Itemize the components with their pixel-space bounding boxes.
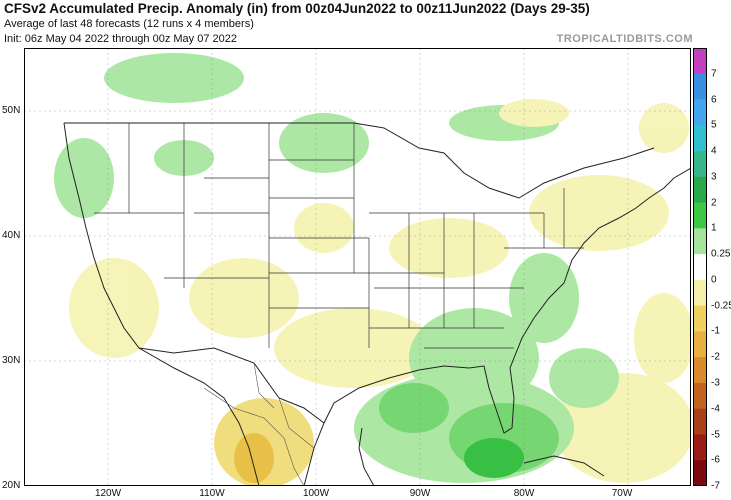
wet-area <box>279 113 369 173</box>
colorbar-tick-label: 4 <box>711 145 717 157</box>
chart-subtitle: Average of last 48 forecasts (12 runs x … <box>4 18 254 30</box>
dry-area <box>189 258 299 338</box>
colorbar-tick-label: -2 <box>711 351 720 363</box>
precip-anomaly-map <box>24 48 691 486</box>
colorbar-tick-label: 5 <box>711 119 717 131</box>
us-canada-border <box>64 122 655 199</box>
dry-area <box>234 433 274 483</box>
dry-area <box>274 308 434 388</box>
colorbar-tick-label: 0 <box>711 274 717 286</box>
colorbar-swatch <box>693 331 707 358</box>
colorbar-tick-label: -7 <box>711 480 720 492</box>
lon-label-100w: 100W <box>302 488 330 499</box>
lon-label-70w: 70W <box>611 488 633 499</box>
wet-area <box>509 253 579 343</box>
colorbar-tick-label: -1 <box>711 325 720 337</box>
colorbar-tick-label: -5 <box>711 429 720 440</box>
colorbar-swatch <box>693 151 707 178</box>
graticule <box>24 48 691 486</box>
colorbar-swatch <box>693 125 707 152</box>
wet-area <box>54 138 114 218</box>
colorbar-swatch <box>693 254 707 281</box>
colorbar-tick-label: 2 <box>711 197 717 209</box>
colorbar-tick-label: 1 <box>711 222 717 234</box>
lon-label-110w: 110W <box>199 488 225 499</box>
cuba <box>523 455 605 477</box>
lat-label-50n: 50N <box>2 105 21 116</box>
lat-label-30n: 30N <box>2 355 21 366</box>
colorbar-swatch <box>693 382 707 410</box>
colorbar-tick-label: 7 <box>711 68 717 80</box>
wet-area <box>104 53 244 103</box>
chart-title: CFSv2 Accumulated Precip. Anomaly (in) f… <box>4 1 590 16</box>
gulf-east-coast <box>303 167 691 486</box>
colorbar-swatch <box>693 176 707 204</box>
lat-label-40n: 40N <box>2 230 21 241</box>
dry-area <box>634 293 691 383</box>
dry-area <box>389 218 509 278</box>
colorbar-swatch <box>693 279 707 307</box>
lon-label-120w: 120W <box>94 488 122 499</box>
colorbar-swatch <box>693 305 707 332</box>
colorbar-swatch <box>693 408 707 435</box>
colorbar-tick-label: 6 <box>711 94 717 105</box>
wet-area <box>379 383 449 433</box>
lon-label-90w: 90W <box>409 488 431 499</box>
mexico-state-lines <box>203 362 315 486</box>
lat-label-20n: 20N <box>2 480 21 491</box>
colorbar-swatch <box>693 73 707 101</box>
colorbar-tick-label: -6 <box>711 454 720 466</box>
west-coast <box>63 122 260 486</box>
colorbar-tick-label: -3 <box>711 377 720 389</box>
dry-area <box>294 203 354 253</box>
lon-label-80w: 80W <box>513 488 535 499</box>
dry-area <box>529 175 669 251</box>
map-frame <box>24 48 691 486</box>
colorbar-swatch <box>693 460 707 486</box>
yucatan <box>358 427 375 486</box>
dry-area <box>499 99 569 127</box>
dry-area <box>639 103 689 153</box>
colorbar-frame <box>693 48 707 486</box>
colorbar-swatch <box>693 357 707 384</box>
colorbar-swatch <box>693 99 707 126</box>
colorbar-swatch <box>693 228 707 255</box>
colorbar-swatch <box>693 48 707 75</box>
coastlines <box>63 122 691 486</box>
wet-area <box>464 438 524 478</box>
colorbar-tick-label: -0.25 <box>711 300 731 312</box>
state-lines <box>94 123 584 349</box>
colorbar-swatch <box>693 202 707 229</box>
init-time-label: Init: 06z May 04 2022 through 00z May 07… <box>4 33 237 45</box>
colorbar-tick-label: -4 <box>711 403 720 415</box>
colorbar-swatch <box>693 434 707 461</box>
colorbar-tick-label: 0.25 <box>711 248 731 260</box>
colorbar <box>693 48 707 486</box>
colorbar-tick-label: 3 <box>711 171 717 183</box>
site-credit: TROPICALTIDBITS.COM <box>556 33 693 45</box>
wet-area <box>549 348 619 408</box>
